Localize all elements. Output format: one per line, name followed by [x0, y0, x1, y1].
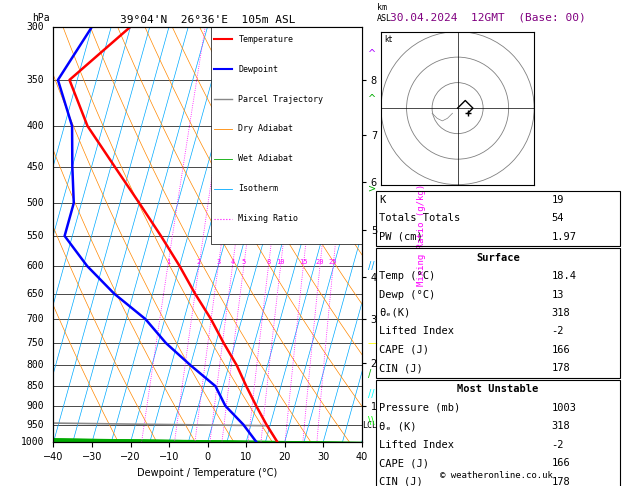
Text: 178: 178 — [552, 364, 570, 373]
Text: 4: 4 — [230, 260, 235, 265]
Text: kt: kt — [384, 35, 392, 44]
Text: θₑ (K): θₑ (K) — [379, 421, 417, 431]
Text: © weatheronline.co.uk: © weatheronline.co.uk — [440, 471, 554, 480]
Text: 300: 300 — [26, 22, 44, 32]
Text: -2: -2 — [552, 440, 564, 450]
Bar — [211, 25, 362, 244]
Text: Wet Adiabat: Wet Adiabat — [238, 155, 293, 163]
Text: 15: 15 — [299, 260, 308, 265]
Text: >: > — [368, 184, 376, 194]
Text: Parcel Trajectory: Parcel Trajectory — [238, 95, 323, 104]
Text: -2: -2 — [552, 327, 564, 336]
Text: ^: ^ — [368, 94, 376, 104]
Text: Dewpoint: Dewpoint — [238, 65, 279, 73]
Title: 39°04'N  26°36'E  105m ASL: 39°04'N 26°36'E 105m ASL — [120, 15, 296, 25]
Text: 550: 550 — [26, 231, 44, 241]
Text: 20: 20 — [316, 260, 325, 265]
Text: 54: 54 — [552, 213, 564, 223]
Text: 1003: 1003 — [552, 403, 576, 413]
Text: Mixing Ratio (g/kg): Mixing Ratio (g/kg) — [417, 183, 426, 286]
Text: 8: 8 — [267, 260, 270, 265]
Text: /: / — [368, 369, 371, 379]
Text: 318: 318 — [552, 308, 570, 318]
Text: 2: 2 — [197, 260, 201, 265]
Text: CAPE (J): CAPE (J) — [379, 458, 429, 468]
Text: CIN (J): CIN (J) — [379, 364, 423, 373]
Text: //: // — [368, 389, 374, 399]
Text: Temp (°C): Temp (°C) — [379, 271, 435, 281]
Text: Totals Totals: Totals Totals — [379, 213, 460, 223]
Text: Dry Adiabat: Dry Adiabat — [238, 124, 293, 134]
Text: Pressure (mb): Pressure (mb) — [379, 403, 460, 413]
Text: 650: 650 — [26, 289, 44, 298]
Text: hPa: hPa — [32, 13, 50, 22]
Text: 166: 166 — [552, 458, 570, 468]
Text: 850: 850 — [26, 381, 44, 391]
Text: 500: 500 — [26, 198, 44, 208]
Text: ^: ^ — [368, 50, 376, 59]
Text: km
ASL: km ASL — [377, 3, 392, 22]
Text: 25: 25 — [329, 260, 338, 265]
Text: 900: 900 — [26, 401, 44, 411]
Text: 1.97: 1.97 — [552, 232, 576, 242]
Text: Surface: Surface — [476, 253, 520, 262]
Text: Most Unstable: Most Unstable — [457, 384, 538, 394]
Text: 178: 178 — [552, 477, 570, 486]
Text: Lifted Index: Lifted Index — [379, 440, 454, 450]
Text: 10: 10 — [276, 260, 285, 265]
Text: —: — — [368, 338, 377, 348]
Text: 19: 19 — [552, 195, 564, 205]
Text: CAPE (J): CAPE (J) — [379, 345, 429, 355]
Text: 30.04.2024  12GMT  (Base: 00): 30.04.2024 12GMT (Base: 00) — [390, 12, 586, 22]
Text: 3: 3 — [216, 260, 221, 265]
Text: LCL: LCL — [362, 421, 377, 430]
Text: PW (cm): PW (cm) — [379, 232, 423, 242]
Text: 18.4: 18.4 — [552, 271, 576, 281]
Text: 1000: 1000 — [21, 437, 44, 447]
Text: Lifted Index: Lifted Index — [379, 327, 454, 336]
Text: Temperature: Temperature — [238, 35, 293, 44]
Text: Isotherm: Isotherm — [238, 184, 279, 193]
Text: 750: 750 — [26, 338, 44, 348]
Text: 13: 13 — [552, 290, 564, 299]
Text: 1: 1 — [166, 260, 170, 265]
Text: 350: 350 — [26, 75, 44, 85]
X-axis label: Dewpoint / Temperature (°C): Dewpoint / Temperature (°C) — [138, 468, 277, 478]
Text: \\: \\ — [368, 416, 374, 426]
Text: Dewp (°C): Dewp (°C) — [379, 290, 435, 299]
Text: 5: 5 — [242, 260, 246, 265]
Text: CIN (J): CIN (J) — [379, 477, 423, 486]
Text: θₑ(K): θₑ(K) — [379, 308, 411, 318]
Text: 700: 700 — [26, 314, 44, 324]
Text: K: K — [379, 195, 386, 205]
Text: 166: 166 — [552, 345, 570, 355]
Text: //: // — [368, 261, 374, 271]
Text: 600: 600 — [26, 261, 44, 271]
Text: 450: 450 — [26, 162, 44, 172]
Text: 950: 950 — [26, 419, 44, 430]
Text: 400: 400 — [26, 121, 44, 131]
Text: 800: 800 — [26, 360, 44, 370]
Text: Mixing Ratio: Mixing Ratio — [238, 214, 298, 223]
Text: 318: 318 — [552, 421, 570, 431]
